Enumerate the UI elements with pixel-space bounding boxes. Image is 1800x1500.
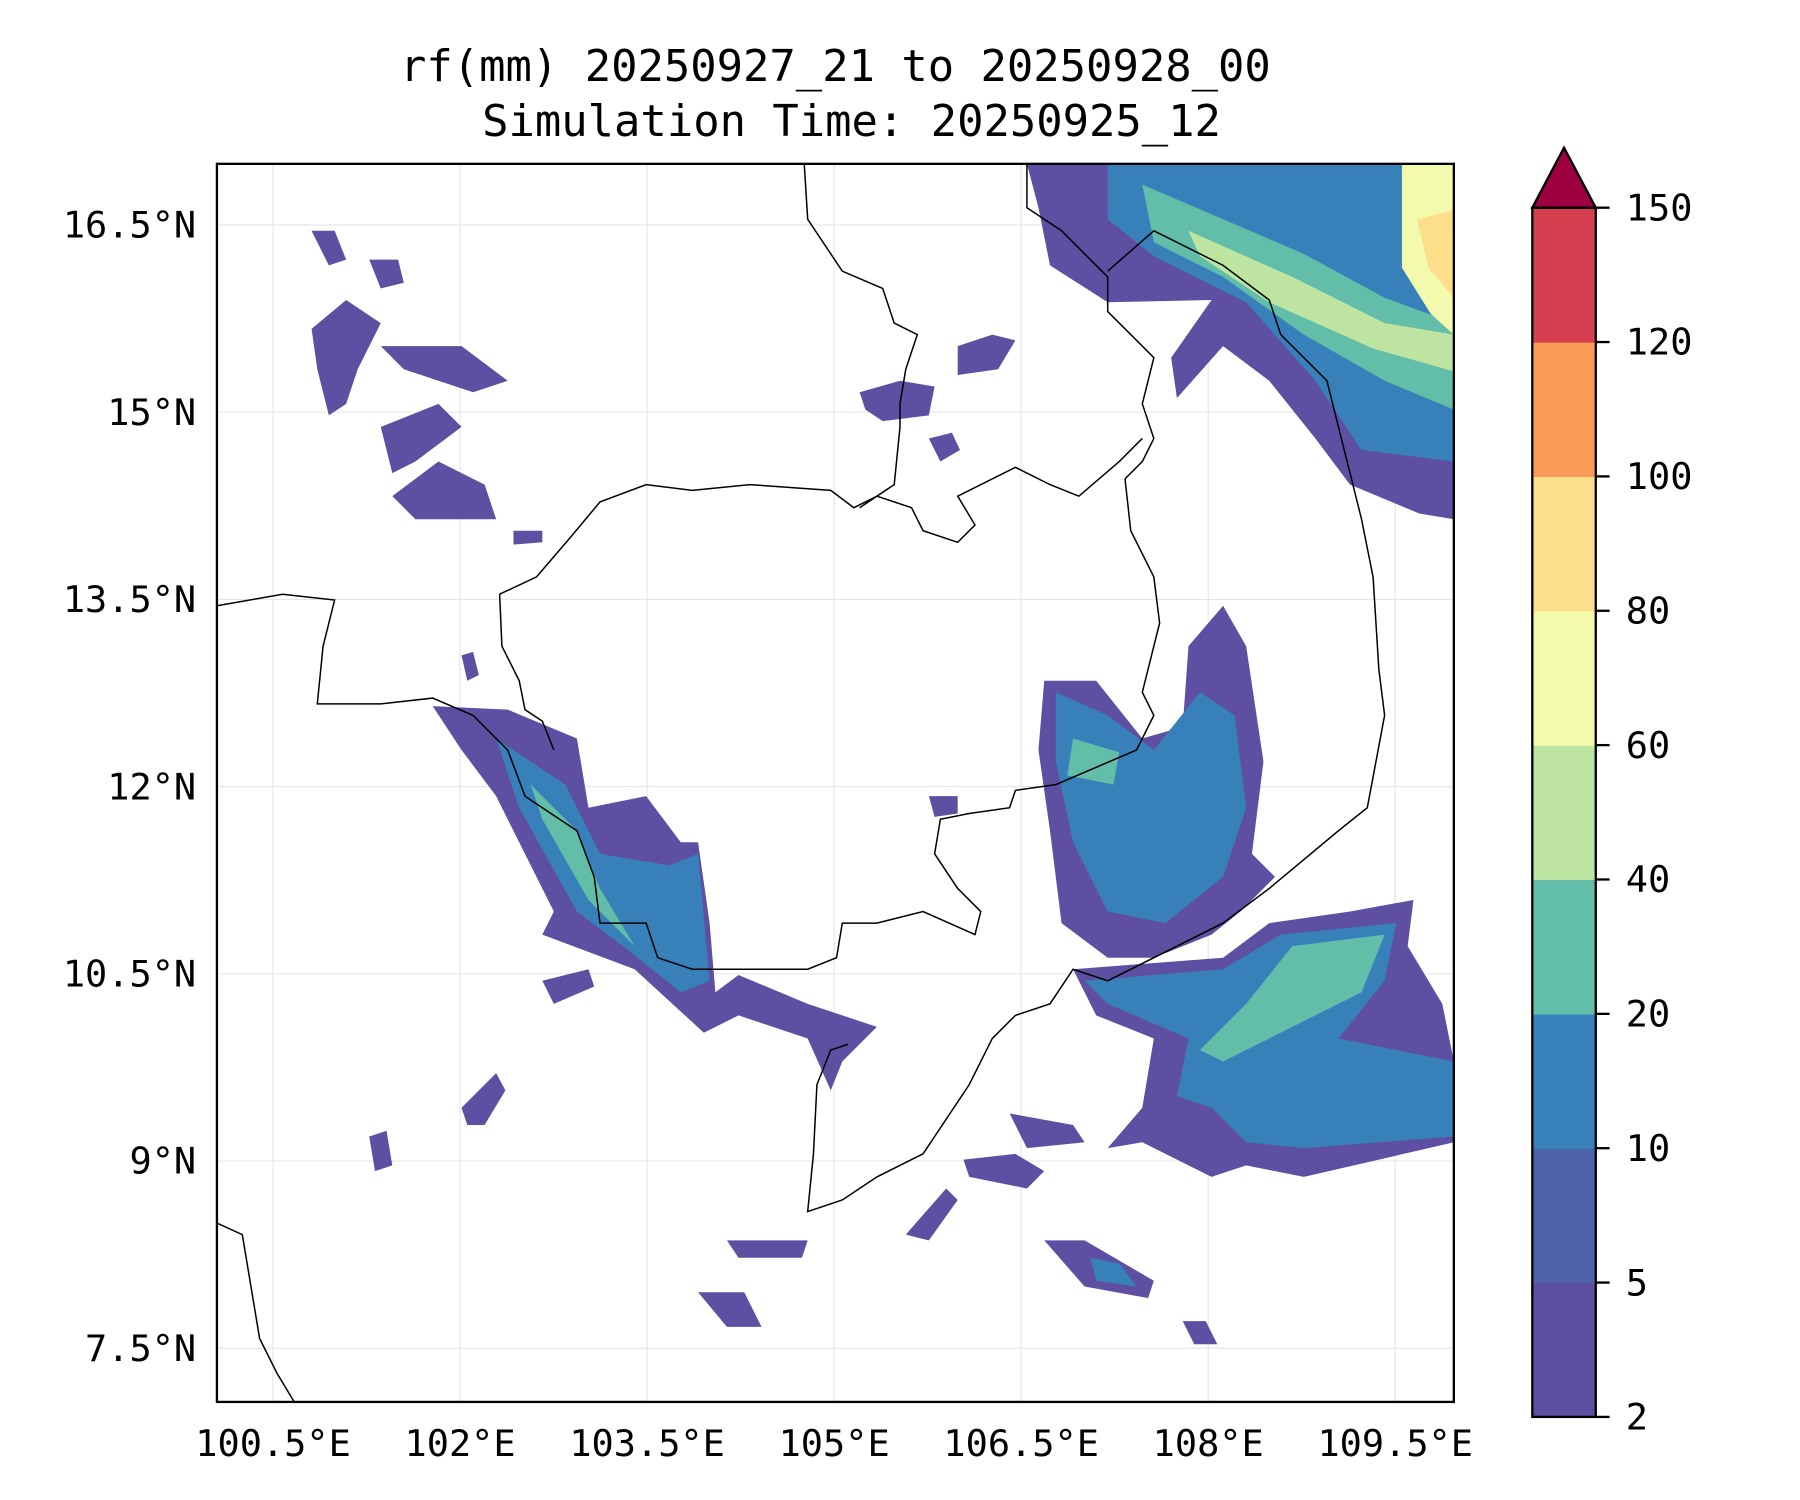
rainfall-contour-region	[1182, 1321, 1218, 1345]
rainfall-contour-region	[928, 796, 958, 817]
x-tick-label: 108°E	[1153, 1422, 1264, 1465]
colorbar-segment	[1532, 342, 1596, 477]
colorbar-segment	[1532, 1282, 1596, 1418]
rainfall-contour-region	[1009, 1113, 1085, 1149]
rainfall-contour-region	[1067, 738, 1120, 785]
x-tick-label: 106.5°E	[943, 1422, 1099, 1465]
colorbar-segment	[1532, 610, 1596, 746]
vietnam-coastline	[806, 229, 1386, 1213]
cambodia-west-border	[498, 594, 555, 751]
rainfall-contour-region	[859, 380, 935, 422]
y-tick-label: 13.5°N	[63, 578, 196, 621]
thailand-border	[216, 478, 1161, 970]
colorbar-tick-label: 2	[1626, 1396, 1648, 1439]
x-tick-label: 103.5°E	[569, 1422, 725, 1465]
colorbar-tick-label: 60	[1626, 724, 1670, 767]
rainfall-contour-region	[1090, 1257, 1137, 1287]
rainfall-contour-region	[530, 784, 670, 981]
chart-title: rf(mm) 20250927_21 to 20250928_00	[400, 41, 1271, 92]
rainfall-contour-region	[461, 651, 479, 681]
rainfall-contour-region	[461, 1073, 506, 1125]
rainfall-contour-region	[392, 461, 497, 520]
colorbar-segment	[1532, 1013, 1596, 1149]
colorbar: 2 5 10 20 40 60 80 100 120 150	[1530, 145, 1693, 1439]
rainfall-contour-region	[380, 346, 508, 393]
mekong-border	[803, 163, 919, 509]
plot-frame	[215, 162, 1455, 1404]
colorbar-tick-label: 80	[1626, 589, 1670, 632]
y-tick-label: 10.5°N	[63, 953, 196, 996]
chart-subtitle: Simulation Time: 20250925_12	[482, 96, 1221, 147]
colorbar-segment	[1532, 207, 1596, 343]
colorbar-segment	[1532, 745, 1596, 881]
y-tick-label: 9°N	[129, 1140, 196, 1183]
rainfall-contour-region	[542, 969, 595, 1004]
rainfall-contour-region	[513, 530, 543, 545]
y-tick-label: 12°N	[107, 765, 196, 808]
laos-vietnam-border	[1026, 163, 1155, 480]
colorbar-tick-label: 40	[1626, 858, 1670, 901]
rainfall-contour-region	[380, 403, 462, 474]
colorbar-frame	[1531, 206, 1597, 1419]
rainfall-contour-region	[311, 300, 381, 416]
y-axis-ticks: 16.5°N 15°N 13.5°N 12°N 10.5°N 9°N 7.5°N	[63, 204, 196, 1370]
x-tick-label: 102°E	[405, 1422, 516, 1465]
rainfall-contour-region	[369, 1130, 393, 1172]
x-tick-label: 105°E	[779, 1422, 890, 1465]
colorbar-tick-label: 150	[1626, 186, 1693, 229]
country-borders	[216, 163, 1386, 1402]
colorbar-tick-label: 120	[1626, 321, 1693, 364]
x-axis-ticks: 100.5°E 102°E 103.5°E 105°E 106.5°E 108°E 109.…	[195, 1422, 1473, 1465]
colorbar-extend-arrow	[1530, 145, 1598, 209]
rainfall-contour-region	[1188, 230, 1454, 372]
rainfall-contour-region	[698, 1292, 762, 1327]
rainfall-contour-region	[928, 432, 960, 462]
colorbar-segment	[1532, 879, 1596, 1015]
rainfall-contour-region	[369, 259, 404, 289]
rainfall-contour-region	[726, 1240, 808, 1258]
y-tick-label: 7.5°N	[85, 1327, 196, 1370]
colorbar-tick-label: 5	[1626, 1261, 1648, 1304]
colorbar-segment	[1532, 476, 1596, 612]
x-tick-label: 109.5°E	[1317, 1422, 1473, 1465]
rainfall-contour-region	[963, 1153, 1045, 1189]
rainfall-contour-region	[311, 230, 347, 266]
y-tick-label: 16.5°N	[63, 204, 196, 247]
rainfall-contour-region	[905, 1188, 958, 1241]
y-tick-label: 15°N	[107, 391, 196, 434]
colorbar-tick-label: 20	[1626, 993, 1670, 1036]
rainfall-contour-region	[1416, 209, 1454, 298]
rainfall-contour-region	[1200, 934, 1385, 1062]
malaysia-coastline	[216, 1222, 295, 1402]
rainfall-contour-region	[496, 738, 710, 993]
colorbar-tick-label: 10	[1626, 1127, 1670, 1170]
rainfall-contour-region	[957, 334, 1016, 375]
rainfall-contours	[311, 163, 1454, 1345]
x-tick-label: 100.5°E	[195, 1422, 351, 1465]
colorbar-tick-label: 100	[1626, 455, 1693, 498]
cambodia-north-border	[499, 437, 1143, 595]
colorbar-segment	[1532, 1148, 1596, 1284]
